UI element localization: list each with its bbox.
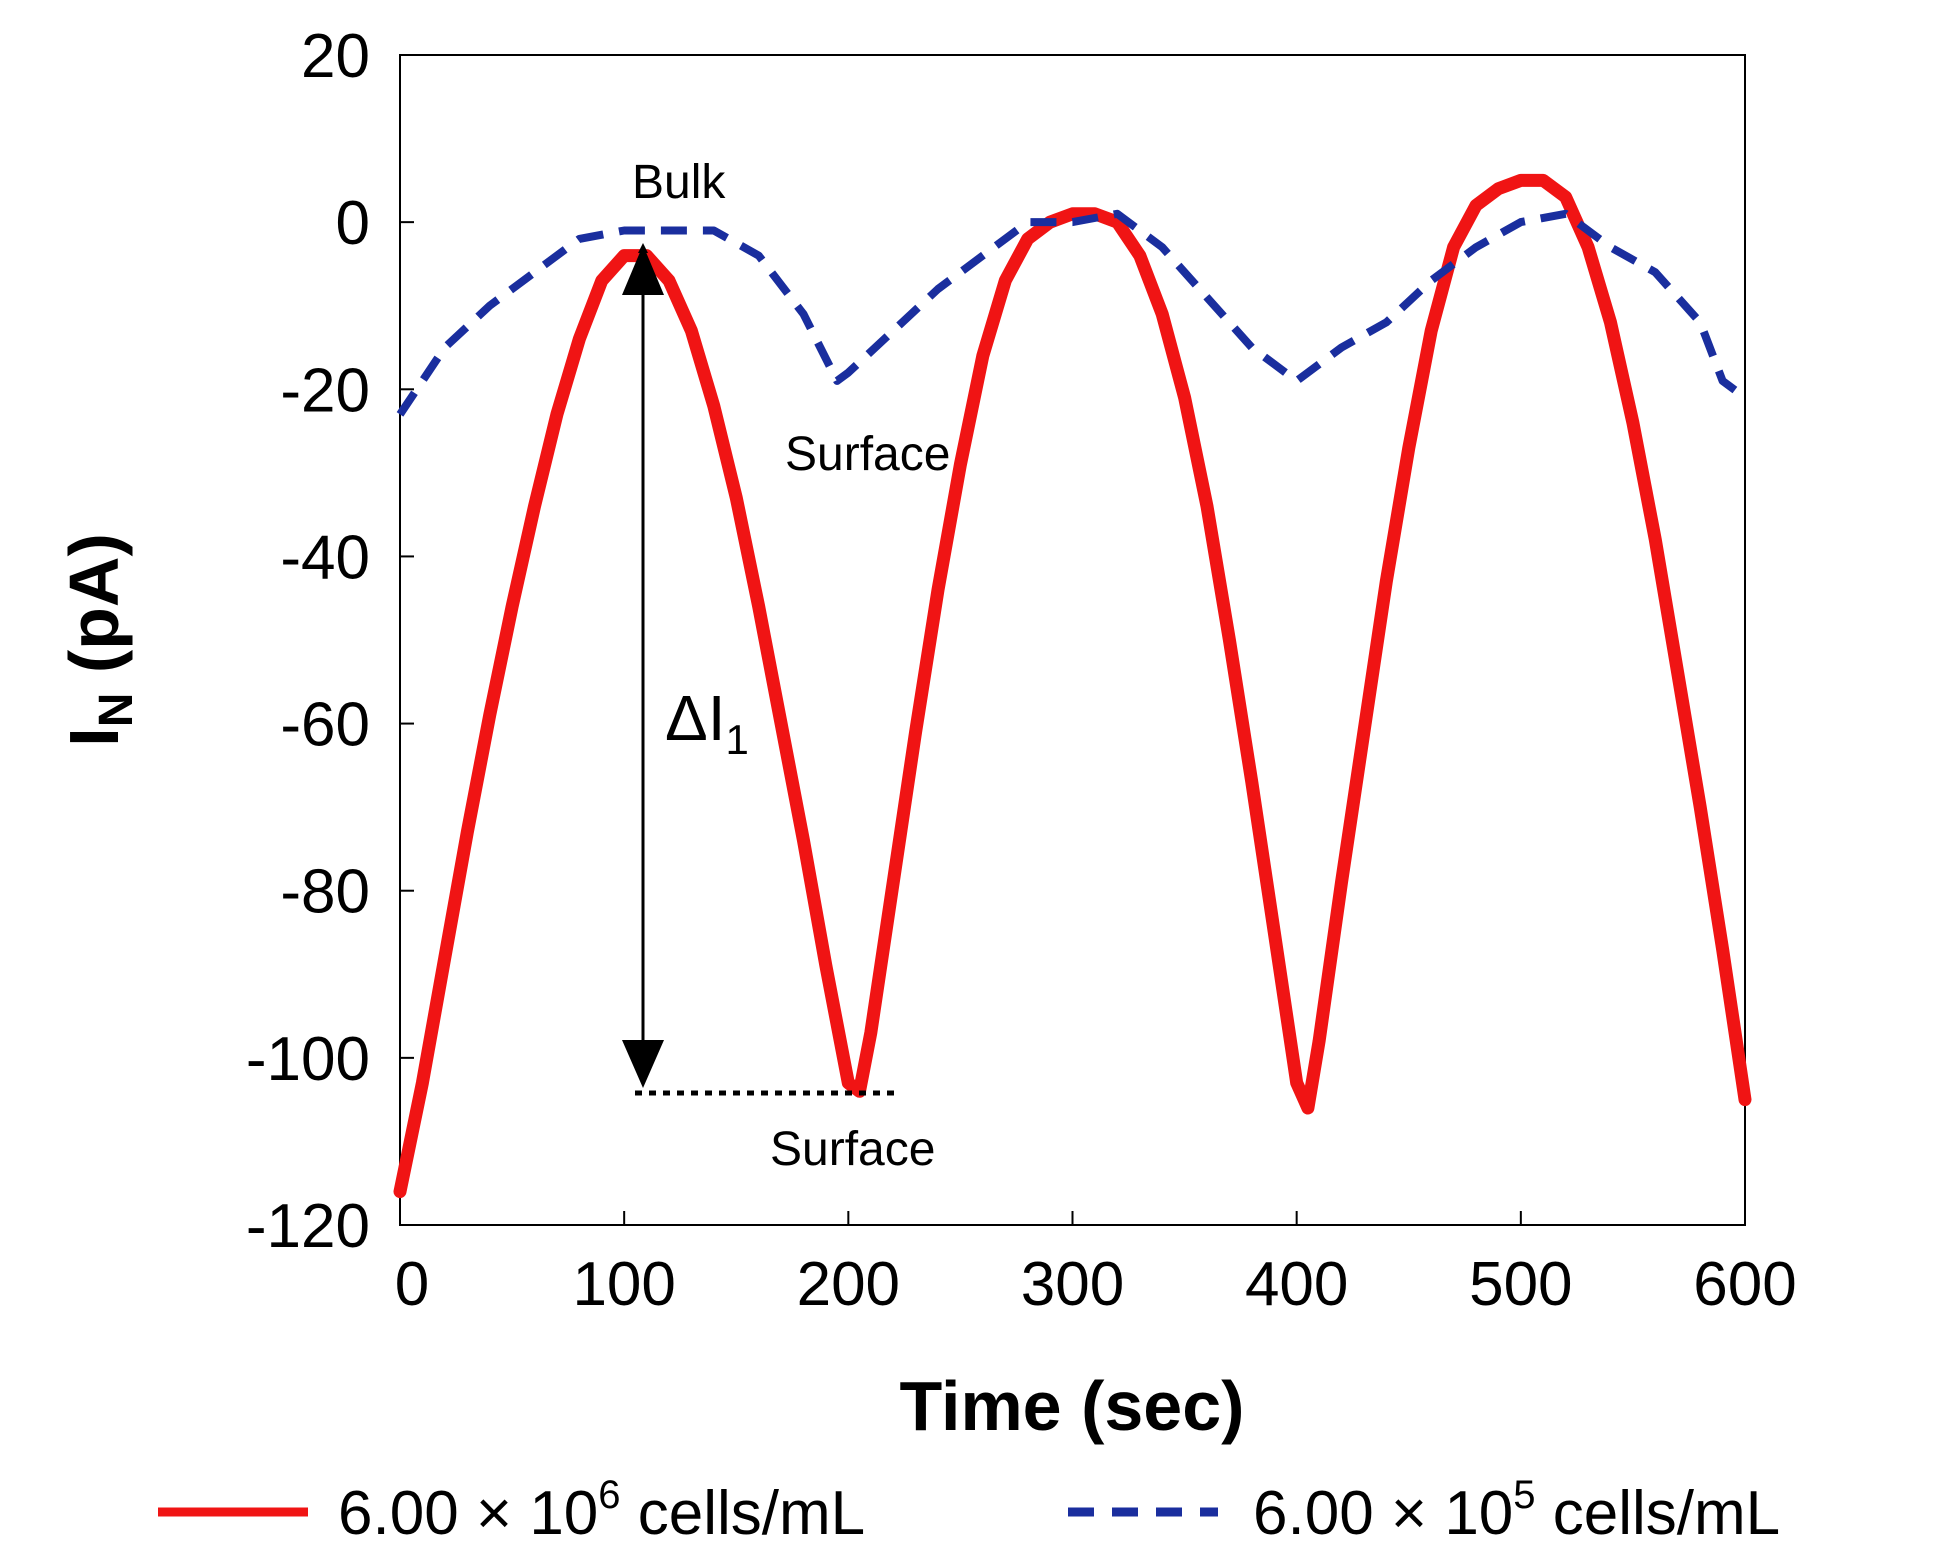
annotation-surface-upper: Surface	[785, 428, 950, 481]
y-tick-label: -60	[280, 691, 370, 760]
y-tick-label: -100	[246, 1025, 370, 1094]
y-tick-label: 20	[301, 22, 370, 91]
y-tick-label: 0	[336, 189, 370, 258]
x-axis-title: Time (sec)	[900, 1367, 1245, 1445]
x-axis: 0 100 200 300 400 500 600	[395, 1211, 1797, 1319]
y-axis-title-main: I	[55, 727, 133, 746]
legend-label-1-exp: 6	[598, 1473, 620, 1517]
x-tick-label: 500	[1469, 1250, 1572, 1319]
plot-frame	[399, 54, 1746, 1226]
delta-i-arrowhead-bottom	[622, 1040, 664, 1088]
series-line-6e6	[393, 173, 1752, 1199]
y-tick-label: -20	[280, 356, 370, 425]
x-tick-label: 200	[797, 1250, 900, 1319]
x-tick-label: 100	[572, 1250, 675, 1319]
legend: 6.00 × 106 cells/mL 6.00 × 105 cells/mL	[158, 1473, 1780, 1548]
annotation-delta-i-main: ΔI	[665, 682, 726, 754]
y-axis-title-unit: (pA)	[55, 533, 133, 692]
y-axis-title: IN (pA)	[55, 533, 143, 747]
legend-label-2: 6.00 × 105 cells/mL	[1253, 1473, 1780, 1548]
x-tick-label: 400	[1245, 1250, 1348, 1319]
x-tick-label: 600	[1693, 1250, 1796, 1319]
y-axis-title-sub: N	[90, 693, 143, 728]
legend-label-2-suffix: cells/mL	[1536, 1479, 1781, 1548]
x-tick-label: 0	[395, 1250, 429, 1319]
delta-i-arrowhead-top	[622, 245, 664, 295]
annotation-bulk: Bulk	[632, 156, 726, 209]
y-tick-label: -120	[246, 1192, 370, 1261]
annotation-delta-i-sub: 1	[726, 716, 749, 763]
annotation-delta-i: ΔI1	[665, 682, 749, 763]
y-axis: 20 0 -20 -40 -60 -80 -100 -120	[246, 22, 414, 1261]
y-tick-label: -80	[280, 858, 370, 927]
series-layer	[393, 173, 1752, 1199]
annotation-surface-lower: Surface	[770, 1123, 935, 1176]
legend-label-1-suffix: cells/mL	[621, 1479, 866, 1548]
y-tick-label: -40	[280, 523, 370, 592]
legend-label-1-base: 6.00 × 10	[338, 1479, 598, 1548]
x-tick-label: 300	[1021, 1250, 1124, 1319]
legend-label-1: 6.00 × 106 cells/mL	[338, 1473, 865, 1548]
series-line-6e5	[396, 209, 1748, 417]
legend-label-2-exp: 5	[1513, 1473, 1535, 1517]
legend-label-2-base: 6.00 × 10	[1253, 1479, 1513, 1548]
